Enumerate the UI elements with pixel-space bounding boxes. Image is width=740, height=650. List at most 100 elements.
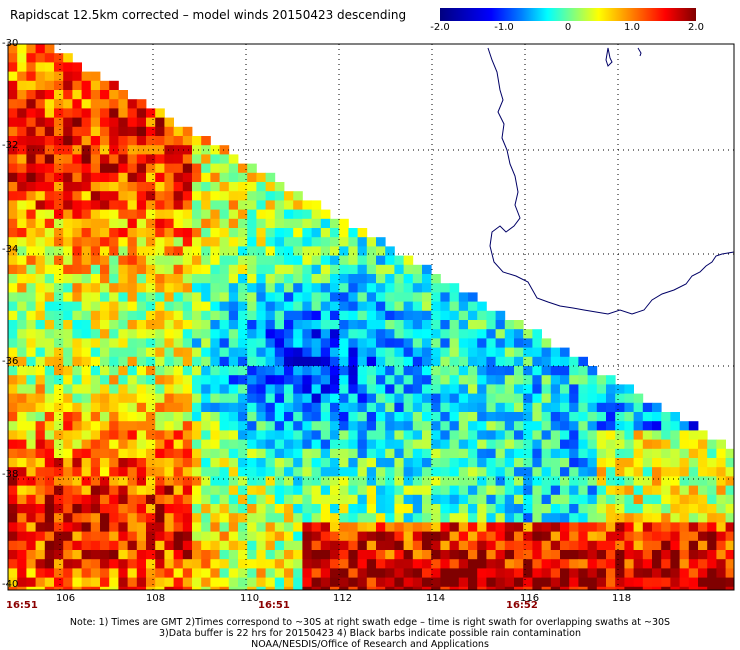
swath-cell: [366, 448, 377, 459]
swath-cell: [716, 504, 726, 514]
swath-cell: [320, 485, 331, 496]
swath-cell: [394, 393, 404, 404]
swath-cell: [173, 540, 184, 551]
swath-cell: [293, 237, 303, 247]
swath-cell: [8, 347, 18, 358]
swath-cell: [164, 402, 174, 413]
swath-cell: [210, 467, 220, 477]
swath-cell: [523, 476, 533, 486]
swath-cell: [164, 540, 174, 551]
swath-cell: [422, 522, 432, 532]
swath-cell: [431, 329, 441, 339]
swath-cell: [504, 467, 515, 477]
swath-cell: [532, 550, 542, 560]
swath-cell: [238, 329, 248, 339]
swath-cell: [81, 476, 92, 486]
swath-cell: [247, 329, 257, 339]
swath-cell: [606, 485, 616, 496]
swath-cell: [146, 310, 156, 321]
swath-cell: [541, 439, 552, 450]
swath-cell: [431, 384, 441, 394]
swath-cell: [127, 292, 138, 302]
swath-cell: [679, 513, 690, 523]
swath-cell: [72, 439, 82, 450]
swath-cell: [330, 402, 340, 413]
swath-cell: [109, 375, 119, 385]
swath-cell: [228, 402, 239, 413]
swath-cell: [100, 283, 110, 293]
swath-cell: [118, 310, 128, 321]
swath-cell: [256, 513, 266, 523]
swath-cell: [136, 513, 147, 523]
swath-cell: [422, 412, 432, 422]
swath-cell: [256, 430, 266, 440]
swath-cell: [210, 191, 220, 201]
swath-cell: [81, 402, 92, 413]
swath-cell: [44, 301, 55, 312]
swath-cell: [348, 504, 358, 514]
swath-cell: [238, 237, 248, 247]
swath-cell: [302, 568, 312, 578]
swath-cell: [274, 421, 285, 431]
swath-cell: [449, 550, 460, 560]
swath-cell: [606, 577, 616, 588]
swath-cell: [311, 467, 322, 477]
swath-cell: [716, 458, 726, 468]
swath-cell: [210, 384, 220, 394]
swath-cell: [514, 494, 524, 505]
swath-cell: [63, 568, 73, 578]
swath-cell: [26, 218, 36, 229]
swath-cell: [477, 439, 487, 450]
swath-cell: [136, 485, 147, 496]
swath-cell: [458, 550, 469, 560]
swath-cell: [182, 421, 193, 431]
swath-cell: [26, 126, 36, 137]
swath-cell: [35, 550, 46, 560]
swath-cell: [210, 209, 220, 220]
swath-cell: [247, 218, 257, 229]
swath-cell: [228, 504, 239, 514]
swath-cell: [449, 458, 460, 468]
swath-cell: [44, 329, 55, 339]
swath-cell: [403, 559, 414, 569]
swath-cell: [210, 421, 220, 431]
swath-cell: [256, 264, 266, 275]
swath-cell: [100, 522, 110, 532]
swath-cell: [477, 458, 487, 468]
swath-cell: [633, 448, 644, 459]
swath-cell: [35, 494, 46, 505]
swath-cell: [468, 292, 478, 302]
swath-cell: [504, 531, 515, 542]
swath-cell: [357, 255, 368, 266]
swath-cell: [63, 586, 73, 590]
swath-cell: [477, 485, 487, 496]
swath-cell: [100, 126, 110, 137]
swath-cell: [385, 430, 395, 440]
swath-cell: [44, 209, 55, 220]
swath-cell: [100, 218, 110, 229]
swath-cell: [238, 366, 248, 376]
swath-cell: [523, 550, 533, 560]
swath-cell: [146, 531, 156, 542]
swath-cell: [422, 476, 432, 486]
swath-cell: [8, 329, 18, 339]
swath-cell: [54, 402, 64, 413]
swath-cell: [219, 347, 230, 358]
swath-cell: [311, 458, 322, 468]
swath-cell: [109, 485, 119, 496]
swath-cell: [219, 200, 230, 210]
swath-cell: [54, 62, 64, 72]
swath-cell: [238, 458, 248, 468]
swath-cell: [219, 412, 230, 422]
swath-cell: [596, 402, 607, 413]
swath-cell: [238, 301, 248, 312]
swath-cell: [394, 412, 404, 422]
swath-cell: [90, 476, 101, 486]
swath-cell: [219, 237, 230, 247]
swath-cell: [661, 586, 671, 590]
swath-cell: [633, 467, 644, 477]
swath-cell: [376, 292, 386, 302]
swath-cell: [72, 586, 82, 590]
swath-cell: [311, 218, 322, 229]
swath-cell: [201, 559, 211, 569]
